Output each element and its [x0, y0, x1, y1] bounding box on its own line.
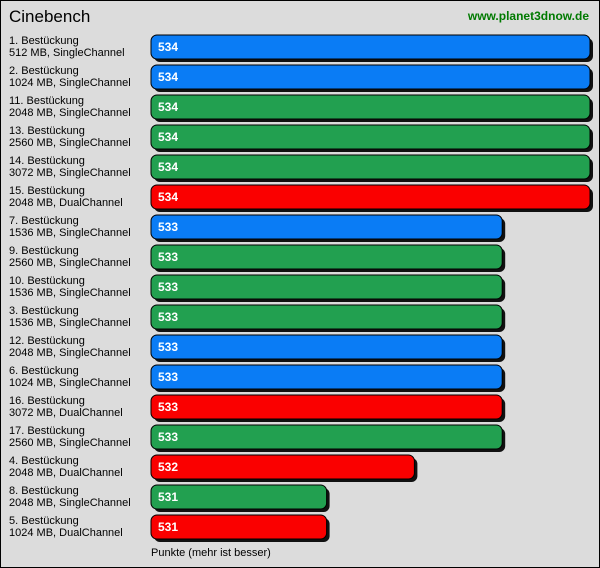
bar-value-label: 534 — [158, 160, 178, 174]
bar-label-line2: 2048 MB, SingleChannel — [9, 497, 131, 509]
bar-label-line2: 2560 MB, SingleChannel — [9, 137, 131, 149]
bar-label-line2: 3072 MB, DualChannel — [9, 407, 123, 419]
bar — [150, 424, 503, 450]
bar-label-line2: 2048 MB, SingleChannel — [9, 347, 131, 359]
bar-label-line1: 13. Bestückung — [9, 125, 85, 137]
bar-label-line1: 4. Bestückung — [9, 455, 79, 467]
bar-label-line1: 16. Bestückung — [9, 395, 85, 407]
bar-label-line1: 15. Bestückung — [9, 185, 85, 197]
bar — [150, 514, 328, 540]
bar — [150, 124, 591, 150]
bar-label-line2: 3072 MB, SingleChannel — [9, 167, 131, 179]
chart-title: Cinebench — [9, 7, 91, 26]
bar-label-line2: 2048 MB, SingleChannel — [9, 107, 131, 119]
bar — [150, 184, 591, 210]
bar-label-line2: 2048 MB, DualChannel — [9, 467, 123, 479]
bar-value-label: 533 — [158, 310, 178, 324]
bar-value-label: 534 — [158, 190, 178, 204]
bar-label-line2: 2560 MB, SingleChannel — [9, 257, 131, 269]
bar — [150, 64, 591, 90]
bar — [150, 454, 415, 480]
bar-label-line1: 2. Bestückung — [9, 65, 79, 77]
bar-label-line2: 2048 MB, DualChannel — [9, 197, 123, 209]
bar-value-label: 533 — [158, 340, 178, 354]
bar-value-label: 531 — [158, 490, 178, 504]
bar-label-line2: 1536 MB, SingleChannel — [9, 317, 131, 329]
bar-label-line2: 2560 MB, SingleChannel — [9, 437, 131, 449]
bar — [150, 334, 503, 360]
bar-label-line2: 1024 MB, SingleChannel — [9, 77, 131, 89]
bar-label-line1: 12. Bestückung — [9, 335, 85, 347]
bar-value-label: 533 — [158, 370, 178, 384]
bar-label-line1: 10. Bestückung — [9, 275, 85, 287]
bar-value-label: 531 — [158, 520, 178, 534]
bar-label-line2: 1536 MB, SingleChannel — [9, 227, 131, 239]
bar — [150, 94, 591, 120]
bar — [150, 304, 503, 330]
bar-label-line2: 1024 MB, SingleChannel — [9, 377, 131, 389]
bar-label-line1: 14. Bestückung — [9, 155, 85, 167]
bar-value-label: 533 — [158, 430, 178, 444]
bar — [150, 34, 591, 60]
bar — [150, 154, 591, 180]
bar-value-label: 533 — [158, 280, 178, 294]
bar-value-label: 534 — [158, 40, 178, 54]
bar-label-line1: 9. Bestückung — [9, 245, 79, 257]
bar-value-label: 534 — [158, 100, 178, 114]
bar-label-line1: 6. Bestückung — [9, 365, 79, 377]
bar-label-line1: 1. Bestückung — [9, 35, 79, 47]
bar-label-line2: 512 MB, SingleChannel — [9, 47, 125, 59]
bar-label-line1: 11. Bestückung — [9, 95, 84, 107]
bar-label-line2: 1024 MB, DualChannel — [9, 527, 123, 539]
bar-label-line1: 3. Bestückung — [9, 305, 79, 317]
bar — [150, 244, 503, 270]
bar — [150, 484, 328, 510]
bar — [150, 364, 503, 390]
bar-label-line1: 17. Bestückung — [9, 425, 85, 437]
bar-label-line1: 8. Bestückung — [9, 485, 79, 497]
bar-value-label: 534 — [158, 70, 178, 84]
bar-value-label: 533 — [158, 250, 178, 264]
bar-label-line1: 5. Bestückung — [9, 515, 79, 527]
bar-value-label: 534 — [158, 130, 178, 144]
bar — [150, 274, 503, 300]
x-axis-label: Punkte (mehr ist besser) — [151, 547, 271, 559]
bar-value-label: 533 — [158, 400, 178, 414]
bar-value-label: 532 — [158, 460, 178, 474]
bar — [150, 214, 503, 240]
bar-value-label: 533 — [158, 220, 178, 234]
bar-label-line1: 7. Bestückung — [9, 215, 79, 227]
source-label: www.planet3dnow.de — [467, 9, 589, 23]
bar-label-line2: 1536 MB, SingleChannel — [9, 287, 131, 299]
bar — [150, 394, 503, 420]
